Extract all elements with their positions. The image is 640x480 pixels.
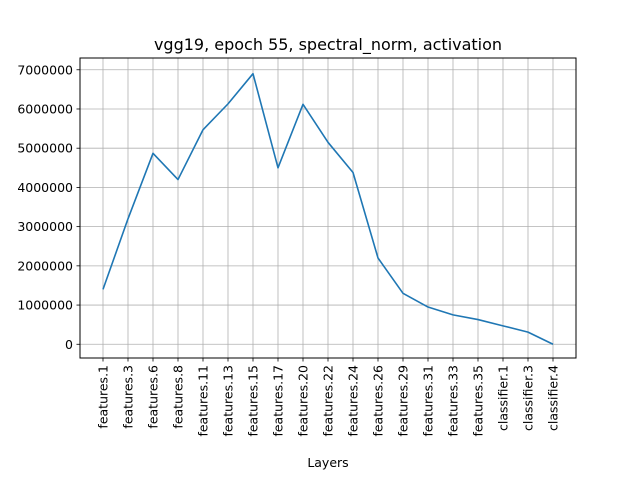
x-tick-label: features.1 bbox=[96, 365, 111, 429]
y-tick-label: 5000000 bbox=[17, 141, 73, 156]
x-tick-label: features.22 bbox=[321, 365, 336, 437]
x-tick-label: features.20 bbox=[296, 365, 311, 437]
x-tick-label: features.26 bbox=[371, 365, 386, 437]
grid bbox=[80, 58, 576, 358]
x-tick-label: features.24 bbox=[346, 365, 361, 437]
y-tick-label: 1000000 bbox=[17, 298, 73, 313]
x-tick-label: features.11 bbox=[196, 365, 211, 437]
x-tick-label: classifier.3 bbox=[521, 365, 536, 431]
x-tick-label: features.31 bbox=[421, 365, 436, 437]
x-tick-label: features.15 bbox=[246, 365, 261, 437]
x-tick-label: features.33 bbox=[446, 365, 461, 437]
y-tick-label: 0 bbox=[65, 337, 73, 352]
x-axis: features.1 features.3 features.6 features.8… bbox=[96, 358, 561, 437]
x-tick-label: features.17 bbox=[271, 365, 286, 437]
x-axis-label: Layers bbox=[307, 455, 348, 470]
x-tick-label: classifier.1 bbox=[496, 365, 511, 431]
y-axis: 0 1000000 2000000 3000000 4000000 5000000 6000… bbox=[17, 62, 80, 352]
x-tick-label: features.35 bbox=[471, 365, 486, 437]
chart-title: vgg19, epoch 55, spectral_norm, activati… bbox=[154, 35, 502, 55]
x-tick-label: features.6 bbox=[146, 365, 161, 429]
y-tick-label: 2000000 bbox=[17, 258, 73, 273]
x-tick-label: features.29 bbox=[396, 365, 411, 437]
y-tick-label: 3000000 bbox=[17, 219, 73, 234]
x-tick-label: features.13 bbox=[221, 365, 236, 437]
x-tick-label: classifier.4 bbox=[546, 365, 561, 431]
x-tick-label: features.8 bbox=[171, 365, 186, 429]
y-tick-label: 6000000 bbox=[17, 101, 73, 116]
y-tick-label: 4000000 bbox=[17, 180, 73, 195]
x-tick-label: features.3 bbox=[121, 365, 136, 429]
series-line bbox=[102, 72, 554, 345]
series-group bbox=[102, 72, 554, 345]
y-tick-label: 7000000 bbox=[17, 62, 73, 77]
